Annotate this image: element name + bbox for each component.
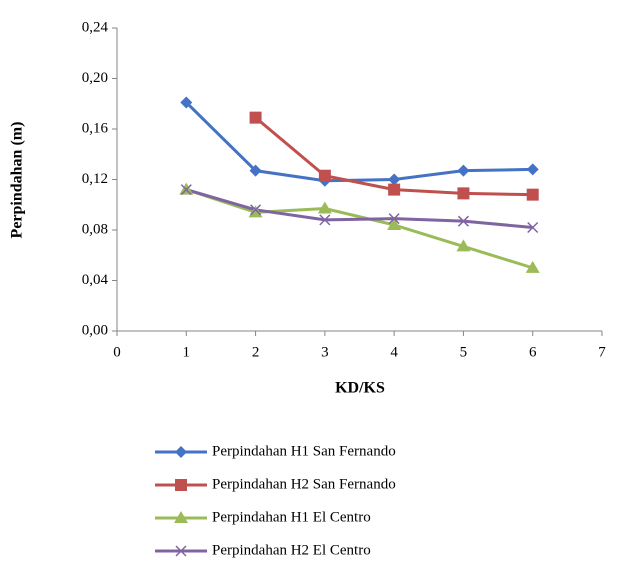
marker: [456, 239, 471, 252]
y-tick-label: 0,16: [82, 120, 109, 136]
legend-item: Perpindahan H1 El Centro: [155, 509, 371, 525]
marker: [387, 217, 402, 230]
marker: [180, 96, 193, 109]
marker: [317, 201, 332, 214]
marker: [527, 221, 539, 234]
legend-label: Perpindahan H1 El Centro: [212, 509, 371, 525]
legend-marker: [175, 446, 187, 458]
marker: [525, 260, 540, 273]
x-tick-label: 6: [529, 344, 537, 360]
series-line: [185, 101, 533, 183]
marker: [180, 184, 192, 196]
series-line: [185, 188, 533, 229]
x-tick-label: 2: [252, 344, 260, 360]
y-tick-label: 0,08: [82, 221, 108, 237]
marker: [457, 164, 470, 177]
legend-label: Perpindahan H2 El Centro: [212, 542, 371, 558]
marker: [250, 204, 262, 216]
y-tick-label: 0,12: [82, 171, 108, 187]
marker: [388, 173, 401, 186]
x-tick-label: 0: [113, 344, 121, 360]
legend-marker: [174, 511, 188, 523]
x-tick-label: 5: [460, 344, 468, 360]
y-axis-label: Perpindahan (m): [9, 122, 26, 239]
marker: [318, 169, 331, 182]
x-tick-label: 3: [321, 344, 329, 360]
marker: [249, 111, 262, 124]
legend-marker: [175, 545, 187, 557]
x-tick-label: 4: [390, 344, 398, 360]
x-tick-label: 7: [598, 344, 606, 360]
legend-marker: [175, 479, 187, 491]
x-axis-label: KD/KS: [335, 380, 385, 397]
marker: [526, 188, 539, 201]
legend-label: Perpindahan H2 San Fernando: [212, 476, 396, 492]
series-line: [185, 188, 534, 270]
x-tick-label: 1: [183, 344, 191, 360]
marker: [457, 215, 469, 227]
marker: [526, 163, 539, 176]
legend-item: Perpindahan H2 El Centro: [155, 542, 371, 558]
marker: [457, 187, 470, 200]
y-tick-label: 0,00: [82, 322, 108, 338]
legend-item: Perpindahan H2 San Fernando: [155, 476, 396, 492]
marker: [388, 213, 400, 225]
y-tick-label: 0,20: [82, 70, 108, 86]
y-tick-label: 0,24: [82, 19, 109, 35]
y-tick-label: 0,04: [82, 272, 109, 288]
legend-label: Perpindahan H1 San Fernando: [212, 443, 396, 459]
legend-item: Perpindahan H1 San Fernando: [155, 443, 396, 459]
marker: [388, 183, 401, 196]
marker: [249, 164, 262, 177]
marker: [319, 214, 331, 226]
